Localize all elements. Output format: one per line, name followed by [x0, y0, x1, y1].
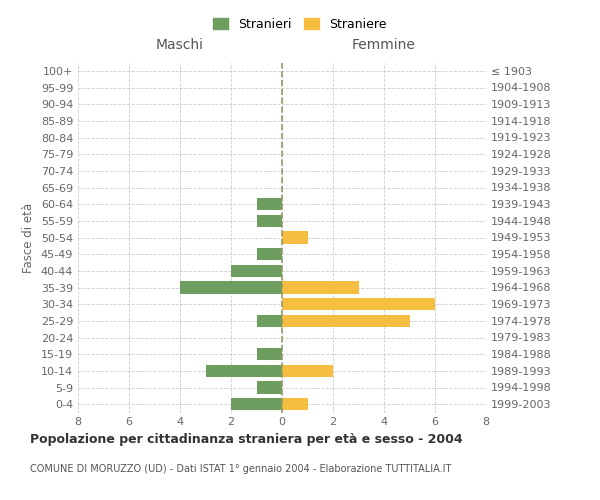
Bar — [282, 231, 308, 244]
Bar — [257, 348, 282, 360]
Bar — [282, 398, 308, 410]
Bar — [257, 248, 282, 260]
Bar — [231, 264, 282, 277]
Text: Maschi: Maschi — [156, 38, 204, 52]
Bar — [180, 281, 282, 293]
Text: COMUNE DI MORUZZO (UD) - Dati ISTAT 1° gennaio 2004 - Elaborazione TUTTITALIA.IT: COMUNE DI MORUZZO (UD) - Dati ISTAT 1° g… — [30, 464, 451, 474]
Bar — [257, 214, 282, 227]
Bar — [257, 381, 282, 394]
Bar — [257, 314, 282, 327]
Text: Popolazione per cittadinanza straniera per età e sesso - 2004: Popolazione per cittadinanza straniera p… — [30, 432, 463, 446]
Legend: Stranieri, Straniere: Stranieri, Straniere — [209, 14, 391, 34]
Bar — [206, 364, 282, 377]
Bar — [282, 281, 359, 293]
Bar — [257, 198, 282, 210]
Bar — [282, 364, 333, 377]
Bar — [282, 298, 435, 310]
Bar — [231, 398, 282, 410]
Bar — [282, 314, 410, 327]
Text: Femmine: Femmine — [352, 38, 416, 52]
Y-axis label: Fasce di età: Fasce di età — [22, 202, 35, 272]
